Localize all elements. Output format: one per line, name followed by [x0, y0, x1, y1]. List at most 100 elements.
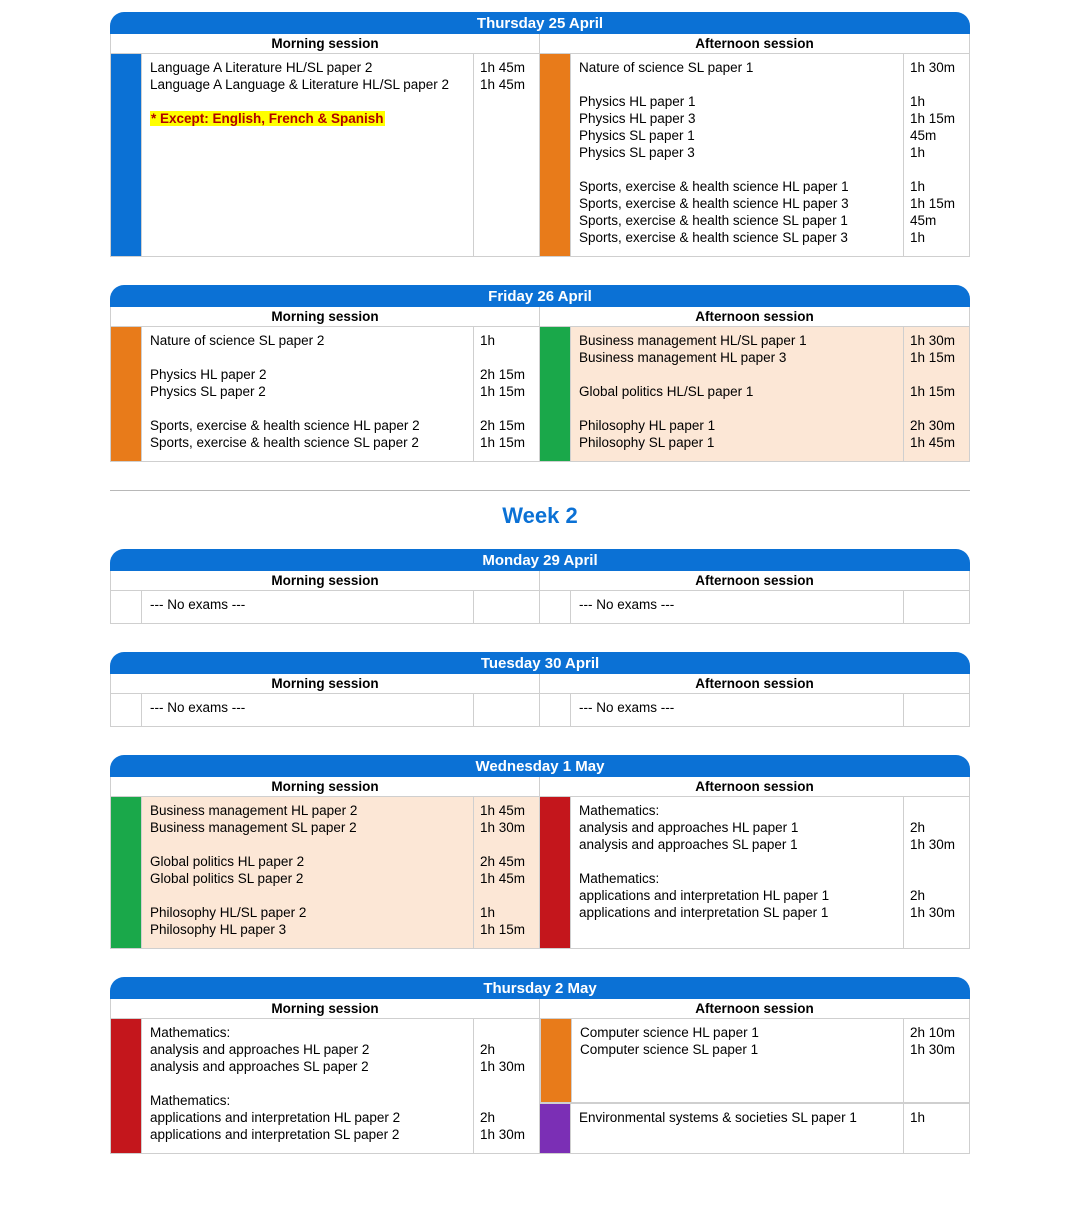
exam-list: Mathematics:analysis and approaches HL p…: [141, 1019, 473, 1153]
exam-duration: [480, 1024, 533, 1041]
exam-row: Mathematics:: [579, 870, 895, 887]
color-strip: [540, 327, 570, 461]
exam-row: [579, 76, 895, 93]
exam-row: Business management HL paper 3: [579, 349, 895, 366]
exam-list: Nature of science SL paper 1 Physics HL p…: [570, 54, 903, 256]
afternoon-session-cell: Nature of science SL paper 1 Physics HL p…: [540, 54, 970, 257]
exam-duration: 1h 30m: [910, 904, 963, 921]
exam-list: --- No exams ---: [570, 694, 903, 726]
exam-duration: [910, 1126, 963, 1143]
day-title: Tuesday 30 April: [110, 652, 970, 674]
day-block: Wednesday 1 MayMorning sessionAfternoon …: [110, 755, 970, 949]
exam-duration: [910, 366, 963, 383]
color-strip: [540, 694, 570, 726]
day-block: Friday 26 AprilMorning sessionAfternoon …: [110, 285, 970, 462]
duration-col: [903, 591, 969, 623]
afternoon-header: Afternoon session: [540, 34, 970, 54]
exam-row: applications and interpretation HL paper…: [150, 1109, 465, 1126]
exam-duration: 2h 30m: [910, 417, 963, 434]
morning-session-cell: Business management HL paper 2Business m…: [110, 797, 540, 949]
duration-col: 1h 30m1h 15m1h 15m2h 30m1h 45m: [903, 327, 969, 461]
afternoon-header: Afternoon session: [540, 999, 970, 1019]
exam-duration: 2h 45m: [480, 853, 533, 870]
day-title: Thursday 25 April: [110, 12, 970, 34]
exam-duration: 1h 30m: [910, 1041, 963, 1058]
exam-row: Global politics SL paper 2: [150, 870, 465, 887]
exam-row: Business management HL/SL paper 1: [579, 332, 895, 349]
afternoon-session-cell: --- No exams ---: [540, 694, 970, 727]
exam-row: [150, 836, 465, 853]
color-strip: [540, 591, 570, 623]
exam-duration: 1h 30m: [480, 1058, 533, 1075]
exam-row: Nature of science SL paper 2: [150, 332, 465, 349]
exam-row: Business management SL paper 2: [150, 819, 465, 836]
day-title: Wednesday 1 May: [110, 755, 970, 777]
exam-list: --- No exams ---: [141, 591, 473, 623]
exam-duration: 1h 45m: [480, 802, 533, 819]
exam-duration: [910, 400, 963, 417]
exam-duration: 2h: [480, 1041, 533, 1058]
exam-row: Global politics HL/SL paper 1: [579, 383, 895, 400]
exam-duration: 1h 30m: [480, 819, 533, 836]
exam-duration: 1h 15m: [480, 383, 533, 400]
duration-col: 2h1h 30m2h1h 30m: [473, 1019, 539, 1153]
morning-session-cell: Language A Literature HL/SL paper 2Langu…: [110, 54, 540, 257]
exam-row: Nature of science SL paper 1: [579, 59, 895, 76]
exam-duration: 2h: [480, 1109, 533, 1126]
morning-header: Morning session: [110, 777, 540, 797]
exam-row: analysis and approaches SL paper 2: [150, 1058, 465, 1075]
session-body-row: --- No exams --- --- No exams ---: [110, 591, 970, 624]
exam-row: Sports, exercise & health science HL pap…: [579, 178, 895, 195]
exam-row: Environmental systems & societies SL pap…: [579, 1109, 895, 1126]
exam-duration: 1h 45m: [480, 76, 533, 93]
morning-session-cell: --- No exams ---: [110, 591, 540, 624]
afternoon-session-cell: Business management HL/SL paper 1Busines…: [540, 327, 970, 462]
exam-row: applications and interpretation HL paper…: [579, 887, 895, 904]
session-body-row: Nature of science SL paper 2 Physics HL p…: [110, 327, 970, 462]
exam-list: --- No exams ---: [570, 591, 903, 623]
exam-duration: 1h: [910, 229, 963, 246]
exam-row: [579, 400, 895, 417]
session-header-row: Morning sessionAfternoon session: [110, 34, 970, 54]
exam-row: [150, 1075, 465, 1092]
duration-col: 2h1h 30m2h1h 30m: [903, 797, 969, 948]
afternoon-header: Afternoon session: [540, 777, 970, 797]
exam-duration: [480, 887, 533, 904]
exam-row: Philosophy HL paper 1: [579, 417, 895, 434]
exam-duration: 1h 45m: [480, 59, 533, 76]
exam-duration: [480, 1092, 533, 1109]
exam-duration: [910, 161, 963, 178]
exam-row: Language A Language & Literature HL/SL p…: [150, 76, 465, 93]
exam-duration: [910, 1058, 963, 1075]
exam-list: --- No exams ---: [141, 694, 473, 726]
day-title: Friday 26 April: [110, 285, 970, 307]
exam-row: [150, 887, 465, 904]
exam-row: Physics HL paper 1: [579, 93, 895, 110]
color-strip: [541, 1019, 571, 1102]
exam-row: [580, 1075, 895, 1092]
day-block: Tuesday 30 AprilMorning sessionAfternoon…: [110, 652, 970, 727]
color-strip: [111, 591, 141, 623]
exam-row: Sports, exercise & health science SL pap…: [579, 229, 895, 246]
duration-col: [473, 694, 539, 726]
exam-row: Mathematics:: [579, 802, 895, 819]
exam-duration: 1h: [910, 178, 963, 195]
color-strip: [111, 797, 141, 948]
exam-row: analysis and approaches HL paper 1: [579, 819, 895, 836]
exam-list: Language A Literature HL/SL paper 2Langu…: [141, 54, 473, 256]
exam-duration: [910, 76, 963, 93]
duration-col: 1h 45m1h 30m2h 45m1h 45m1h1h 15m: [473, 797, 539, 948]
day-block: Thursday 25 AprilMorning sessionAfternoo…: [110, 12, 970, 257]
color-strip: [111, 1019, 141, 1153]
session-header-row: Morning sessionAfternoon session: [110, 674, 970, 694]
exam-duration: 2h: [910, 819, 963, 836]
session-header-row: Morning sessionAfternoon session: [110, 777, 970, 797]
exam-duration: [480, 1075, 533, 1092]
color-strip: [111, 327, 141, 461]
exam-row: Physics HL paper 2: [150, 366, 465, 383]
exam-row: Physics SL paper 1: [579, 127, 895, 144]
exam-row: applications and interpretation SL paper…: [579, 904, 895, 921]
exam-row: Mathematics:: [150, 1024, 465, 1041]
session-body-row: Business management HL paper 2Business m…: [110, 797, 970, 949]
color-strip: [111, 54, 141, 256]
